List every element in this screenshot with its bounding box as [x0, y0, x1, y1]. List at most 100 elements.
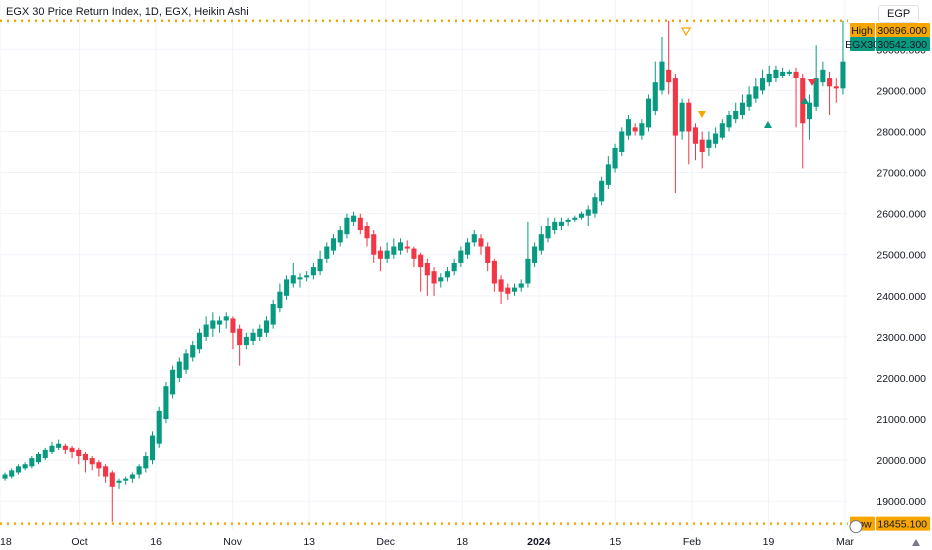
sell-marker [680, 27, 692, 37]
time-axis[interactable]: 18 Oct 16 Nov 13 Dec 18 2024 15 Feb 19 Mar [0, 536, 855, 548]
candle-body [458, 250, 464, 263]
candle-body [813, 78, 819, 107]
candle-body [310, 267, 316, 276]
candle-body [739, 102, 745, 116]
x-tick-label: 19 [763, 536, 775, 548]
y-tick-label: 26000.000 [876, 209, 926, 221]
candle-body [243, 336, 249, 346]
candle-body [357, 217, 363, 231]
candle-body [619, 131, 625, 153]
candle-body [511, 287, 518, 292]
candle-body [471, 234, 477, 243]
candle-body [344, 217, 350, 235]
candle-body [404, 246, 410, 249]
candle-body [451, 262, 457, 272]
candle-body [565, 219, 571, 222]
candle-body [377, 250, 383, 259]
y-tick-label: 29000.000 [876, 85, 926, 97]
candle-body [109, 472, 115, 487]
candle-body [223, 316, 229, 321]
candle-body [76, 449, 82, 457]
y-tick-label: 21000.000 [876, 414, 926, 426]
candle-body [505, 287, 511, 294]
candle-body [170, 369, 176, 395]
candle-body [532, 246, 538, 263]
candle-body [578, 213, 585, 218]
candle-body [29, 458, 35, 467]
candle-body [444, 271, 451, 278]
y-tick-label: 23000.000 [876, 332, 926, 344]
candle-body [438, 277, 444, 282]
candle-body [572, 217, 578, 220]
candle-body [143, 456, 149, 469]
candle-body [257, 328, 263, 337]
x-tick-label: Feb [683, 536, 701, 548]
candle-body [726, 115, 732, 128]
marker-red [808, 79, 816, 86]
candle-body [552, 221, 558, 231]
y-tick-label: 25000.000 [876, 250, 926, 262]
candle-body [692, 127, 699, 144]
candle-body [176, 361, 182, 378]
candle-body [686, 102, 692, 132]
candle-body [632, 127, 638, 132]
high-tag-value-bg [876, 23, 930, 37]
candle-body [290, 275, 296, 284]
candle-body [840, 61, 846, 89]
candle-body [42, 449, 48, 459]
high-low-lines [0, 19, 848, 525]
candle-body [820, 69, 826, 83]
candle-body [364, 225, 370, 239]
candle-body [800, 78, 806, 124]
chart-title: EGX 30 Price Return Index, 1D, EGX, Heik… [6, 6, 249, 18]
marker-orange [698, 111, 706, 118]
candle-body [639, 123, 645, 136]
candle-body [753, 86, 759, 99]
candle-body [659, 61, 665, 91]
candle-body [337, 230, 343, 243]
candle-body [478, 238, 484, 247]
candle-body [545, 225, 551, 239]
candle-body [371, 234, 377, 255]
candle-body [666, 69, 672, 83]
candle-body [123, 478, 129, 481]
candle-body [786, 71, 792, 74]
candle-body [297, 277, 303, 280]
marker-green [764, 121, 772, 128]
x-tick-label: 18 [456, 536, 468, 548]
high-tag-value: 30696.000 [877, 25, 927, 37]
candle-body [156, 410, 162, 444]
candle-body [759, 78, 766, 91]
y-tick-label: 28000.000 [876, 126, 926, 138]
candle-body [672, 78, 678, 136]
y-tick-label: 27000.000 [876, 168, 926, 180]
candle-body [491, 260, 497, 284]
candle-body [351, 215, 357, 222]
y-tick-label: 24000.000 [876, 291, 926, 303]
x-tick-label: 18 [0, 536, 12, 548]
candle-body [719, 123, 725, 138]
candle-body [518, 283, 524, 288]
candle-body [592, 197, 598, 214]
candle-body [9, 470, 15, 477]
candle-body [69, 447, 75, 452]
currency-button[interactable]: EGP [878, 5, 920, 23]
candle-body [411, 248, 417, 259]
candle-body [679, 102, 685, 132]
y-tick-label: 19000.000 [876, 496, 926, 508]
candle-body [304, 275, 310, 278]
x-tick-label: 2024 [527, 536, 551, 548]
candle-body [806, 102, 813, 120]
candle-body [538, 234, 544, 251]
price-axis[interactable]: 30000.00029000.00028000.00027000.0002600… [876, 44, 926, 508]
candle-body [210, 320, 216, 329]
candle-body [431, 271, 437, 284]
candle-body [699, 139, 705, 153]
candles [2, 20, 846, 522]
candle-body [424, 262, 430, 276]
x-tick-label: 15 [610, 536, 622, 548]
candle-body [116, 480, 122, 483]
low-tag-value-bg [876, 516, 930, 531]
